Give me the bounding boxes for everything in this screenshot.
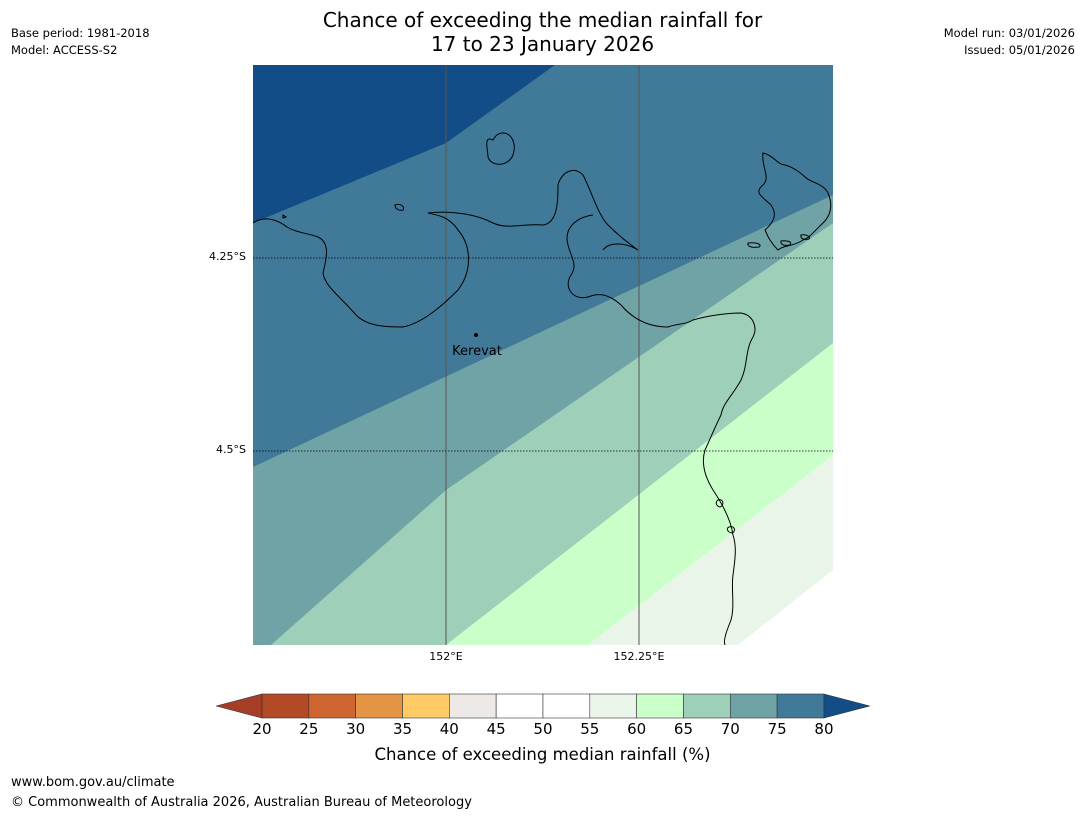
band-over-80 (253, 65, 555, 223)
colorbar-title: Chance of exceeding median rainfall (%) (374, 745, 711, 764)
blank-corner (738, 570, 833, 645)
title-line-1: Chance of exceeding the median rainfall … (322, 8, 763, 32)
base-period-text: Base period: 1981-2018 (11, 26, 150, 40)
lon-label-152-25: 152.25°E (613, 650, 665, 663)
metadata-right: Model run: 03/01/2026 Issued: 05/01/2026 (944, 25, 1075, 59)
colorbar-tick-label: 35 (392, 720, 413, 738)
colorbar-tick-label: 30 (346, 720, 366, 738)
model-run-text: Model run: 03/01/2026 (943, 26, 1075, 40)
footer-url: www.bom.gov.au/climate (11, 775, 175, 790)
kerevat-marker-icon (474, 333, 478, 337)
metadata-left: Base period: 1981-2018 Model: ACCESS-S2 (11, 25, 150, 59)
colorbar-extend-low (216, 693, 263, 719)
band-75-80 (253, 65, 833, 467)
model-text: Model: ACCESS-S2 (11, 43, 118, 57)
colorbar-tick-label: 50 (533, 720, 553, 738)
colorbar-tick-label: 65 (673, 720, 694, 738)
map-title: Chance of exceeding the median rainfall … (0, 8, 1085, 56)
rainfall-map: Kerevat (253, 65, 833, 645)
colorbar-segment-45-50 (495, 693, 544, 719)
colorbar-tick-label: 70 (720, 720, 740, 738)
footer-copyright: © Commonwealth of Australia 2026, Austra… (11, 795, 472, 810)
issued-text: Issued: 05/01/2026 (964, 43, 1075, 57)
colorbar-segment-75-80 (776, 693, 825, 719)
colorbar-tick-label: 20 (252, 720, 272, 738)
colorbar-segment-65-70 (683, 693, 731, 719)
colorbar-tick-label: 40 (439, 720, 459, 738)
lon-label-152: 152°E (429, 650, 463, 663)
band-55-60 (588, 455, 833, 645)
colorbar-segment-50-55 (542, 693, 591, 719)
colorbar-tick-label: 80 (814, 720, 834, 738)
colorbar-segment-35-40 (402, 693, 450, 719)
lat-label-4-5: 4.5°S (216, 443, 246, 456)
colorbar-segment-60-65 (636, 693, 684, 719)
colorbar-tick-label: 45 (486, 720, 506, 738)
colorbar-tick-label: 60 (627, 720, 647, 738)
colorbar-tick-label: 55 (580, 720, 600, 738)
colorbar-segment-30-35 (355, 693, 403, 719)
colorbar-extend-high (823, 693, 870, 719)
place-label-kerevat: Kerevat (452, 344, 502, 359)
lat-label-4-25: 4.25°S (209, 250, 246, 263)
colorbar-segment-25-30 (308, 693, 356, 719)
colorbar-legend (216, 693, 870, 719)
coastline (253, 132, 832, 645)
colorbar-segment-20-25 (261, 693, 310, 719)
colorbar-tick-label: 75 (767, 720, 787, 738)
title-line-2: 17 to 23 January 2026 (430, 32, 655, 56)
colorbar-tick-label: 25 (299, 720, 319, 738)
colorbar-segment-40-45 (449, 693, 497, 719)
colorbar-segment-55-60 (589, 693, 637, 719)
colorbar-segment-70-75 (729, 693, 778, 719)
